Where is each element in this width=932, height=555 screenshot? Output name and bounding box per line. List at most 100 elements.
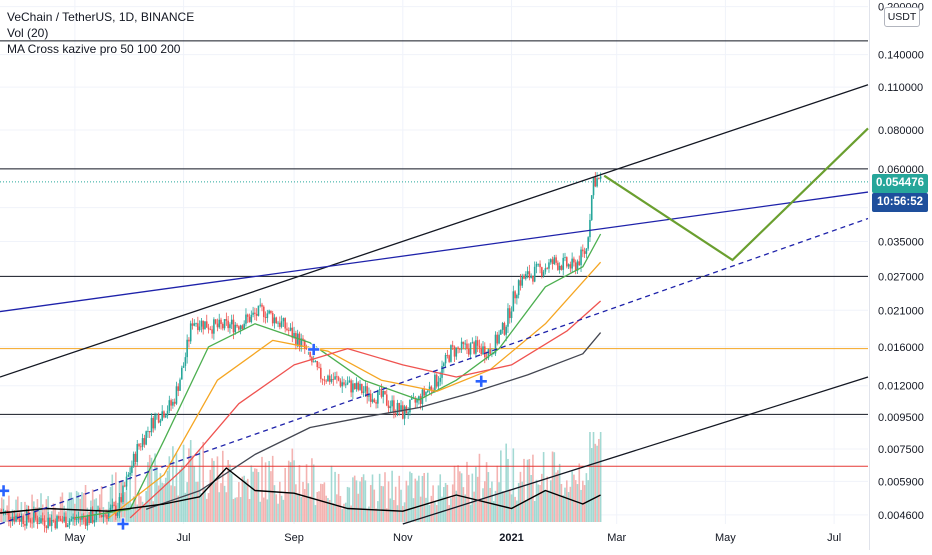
candle-body xyxy=(364,386,367,392)
candle-body xyxy=(193,323,196,326)
volume-bar xyxy=(377,501,379,522)
volume-bar xyxy=(327,498,329,522)
volume-bar xyxy=(564,487,566,522)
volume-bar xyxy=(168,456,171,522)
candle-body xyxy=(232,319,235,333)
volume-bar xyxy=(109,486,112,522)
volume-bar xyxy=(286,493,288,522)
candle-body xyxy=(562,257,565,270)
volume-bar xyxy=(31,494,33,522)
volume-bar xyxy=(254,468,256,522)
candle-body xyxy=(366,386,368,397)
candle-body xyxy=(6,510,8,512)
candle-body xyxy=(371,399,374,402)
volume-bar xyxy=(204,488,206,522)
volume-bar xyxy=(382,486,385,522)
candle-body xyxy=(551,259,554,264)
candle-body xyxy=(245,314,247,324)
price-tick-label: 0.021000 xyxy=(878,305,924,317)
volume-bar xyxy=(66,499,69,522)
candle-body xyxy=(369,393,372,402)
price-axis-panel[interactable] xyxy=(869,0,932,550)
volume-bar xyxy=(516,500,518,522)
currency-button[interactable]: USDT xyxy=(884,7,920,27)
volume-bar xyxy=(148,454,151,522)
volume-bar xyxy=(359,481,361,522)
volume-bar xyxy=(350,505,352,522)
candle-body xyxy=(391,400,393,407)
candle-body xyxy=(236,324,238,327)
volume-bar xyxy=(75,490,78,522)
legend-symbol[interactable]: VeChain / TetherUS, 1D, BINANCE xyxy=(7,10,195,24)
volume-bar xyxy=(336,494,338,522)
volume-bar xyxy=(264,462,267,522)
candle-body xyxy=(598,178,600,179)
volume-bar xyxy=(391,470,393,522)
candle-body xyxy=(341,382,344,387)
legend-volume[interactable]: Vol (20) xyxy=(7,26,49,40)
volume-bar xyxy=(314,505,317,522)
volume-bar xyxy=(589,432,591,522)
candle-body xyxy=(234,324,237,333)
moving-average-line xyxy=(74,233,602,519)
candle-body xyxy=(353,383,356,390)
candle-body xyxy=(389,406,392,409)
volume-bar xyxy=(82,493,85,522)
volume-bar xyxy=(528,458,531,522)
volume-bar xyxy=(0,510,1,522)
candle-body xyxy=(435,374,438,387)
candle-body xyxy=(378,389,381,391)
candle-body xyxy=(587,237,589,249)
volume-bar xyxy=(450,498,452,522)
volume-bar xyxy=(357,493,360,522)
candle-body xyxy=(352,383,354,393)
candle-body xyxy=(580,249,582,266)
candle-body xyxy=(569,264,572,269)
volume-bar xyxy=(419,496,422,522)
volume-bar xyxy=(537,484,540,522)
candle-body xyxy=(213,319,215,334)
candle-body xyxy=(334,376,336,380)
candle-body xyxy=(107,511,110,519)
candle-body xyxy=(122,485,124,502)
candle-body xyxy=(573,258,575,263)
candle-body xyxy=(202,320,204,330)
candle-body xyxy=(79,518,82,520)
volume-bar xyxy=(243,475,245,522)
volume-bar xyxy=(582,480,584,522)
volume-bar xyxy=(259,501,262,522)
price-tick-label: 0.004600 xyxy=(878,510,924,522)
candle-body xyxy=(56,516,58,529)
candle-body xyxy=(305,348,308,350)
volume-bar xyxy=(560,483,563,522)
volume-bar xyxy=(261,456,263,522)
volume-bar xyxy=(211,458,213,522)
candle-body xyxy=(143,438,146,445)
candle-body xyxy=(220,319,222,324)
candle-body xyxy=(270,310,272,313)
candle-body xyxy=(316,361,319,368)
candle-body xyxy=(450,345,452,362)
volume-bar xyxy=(100,486,103,522)
candle-body xyxy=(492,353,495,355)
legend-ma-cross[interactable]: MA Cross kazive pro 50 100 200 xyxy=(7,42,181,56)
volume-bar xyxy=(425,497,427,522)
volume-bar xyxy=(279,481,281,522)
volume-bar xyxy=(533,500,536,522)
candle-body xyxy=(106,514,108,519)
candle-body xyxy=(494,334,497,354)
trend-line xyxy=(402,376,869,525)
candle-body xyxy=(357,382,360,390)
volume-bar xyxy=(480,498,483,522)
candle-body xyxy=(327,375,329,382)
candle-body xyxy=(127,474,130,477)
countdown-badge: 10:56:52 xyxy=(872,193,928,212)
volume-bar xyxy=(352,477,354,522)
candle-body xyxy=(198,326,201,331)
volume-bar xyxy=(594,443,597,522)
candle-body xyxy=(72,516,74,520)
volume-bar xyxy=(316,492,319,522)
volume-bar xyxy=(143,505,146,522)
